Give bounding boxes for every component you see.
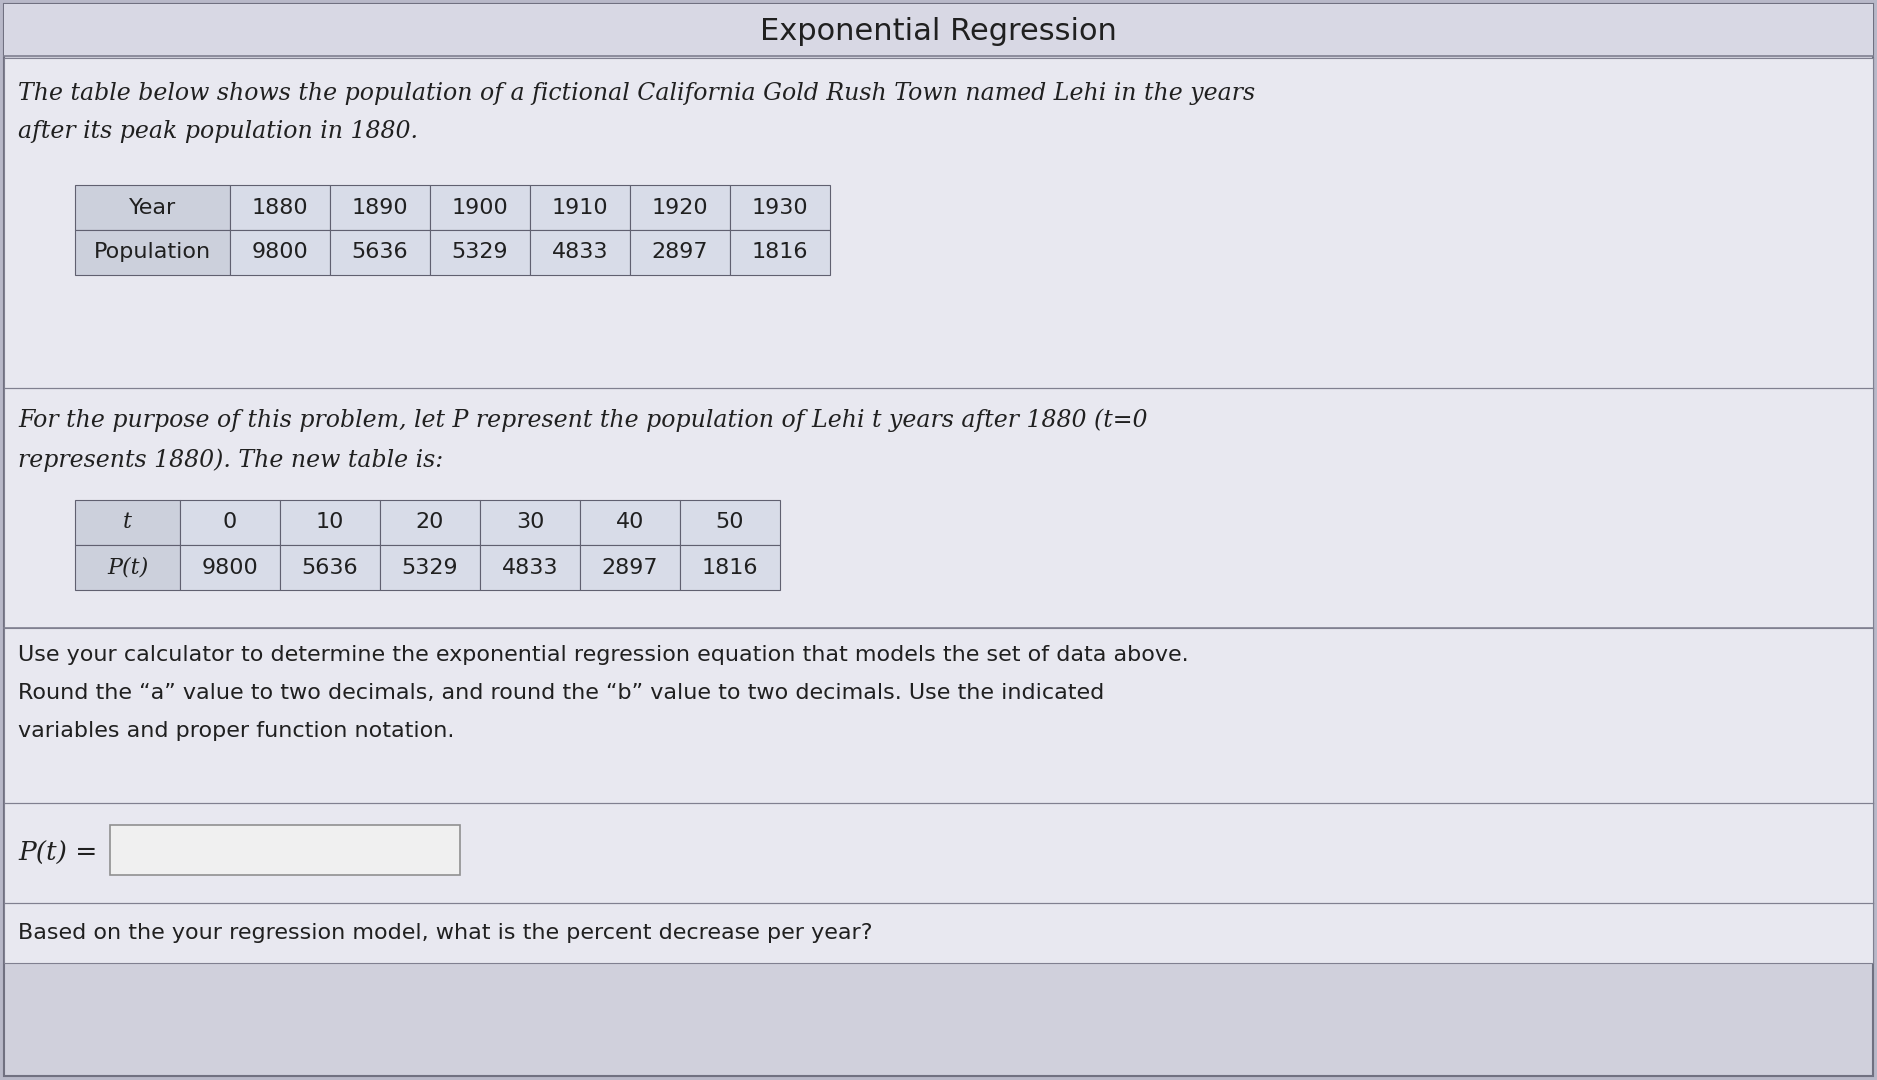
Bar [379, 500, 481, 545]
Bar [75, 545, 180, 590]
Text: 5636: 5636 [302, 557, 359, 578]
Text: 1816: 1816 [702, 557, 758, 578]
Bar [75, 230, 231, 275]
Text: 1930: 1930 [751, 198, 809, 217]
Text: 0: 0 [223, 513, 237, 532]
Text: 1816: 1816 [753, 243, 809, 262]
Text: 1910: 1910 [552, 198, 608, 217]
Text: 5329: 5329 [452, 243, 509, 262]
Text: 2897: 2897 [603, 557, 659, 578]
Bar [580, 545, 679, 590]
Text: Round the “a” value to two decimals, and round the “b” value to two decimals. Us: Round the “a” value to two decimals, and… [19, 683, 1104, 703]
Text: represents 1880). The new table is:: represents 1880). The new table is: [19, 448, 443, 472]
Text: 9800: 9800 [252, 243, 308, 262]
Bar [4, 627, 1873, 804]
Text: 4833: 4833 [552, 243, 608, 262]
Text: 1880: 1880 [252, 198, 308, 217]
Bar [111, 825, 460, 875]
Bar [4, 58, 1873, 388]
Bar [430, 185, 529, 230]
Bar [631, 230, 730, 275]
Text: 5636: 5636 [351, 243, 409, 262]
Text: after its peak population in 1880.: after its peak population in 1880. [19, 120, 419, 143]
Text: 1900: 1900 [452, 198, 509, 217]
Bar [4, 4, 1873, 56]
Bar [330, 230, 430, 275]
Bar [481, 500, 580, 545]
Bar [379, 545, 481, 590]
Text: 5329: 5329 [402, 557, 458, 578]
Text: 10: 10 [315, 513, 343, 532]
Bar [75, 500, 180, 545]
Bar [280, 545, 379, 590]
Bar [529, 185, 631, 230]
Text: P(t): P(t) [107, 556, 148, 579]
Bar [75, 185, 231, 230]
Bar [679, 545, 781, 590]
Text: 1920: 1920 [651, 198, 708, 217]
Text: P(t) =: P(t) = [19, 840, 98, 865]
Text: Based on the your regression model, what is the percent decrease per year?: Based on the your regression model, what… [19, 923, 873, 943]
Text: 20: 20 [417, 513, 445, 532]
Text: 4833: 4833 [501, 557, 557, 578]
Bar [180, 500, 280, 545]
Bar [231, 185, 330, 230]
Text: 30: 30 [516, 513, 544, 532]
Text: 9800: 9800 [201, 557, 259, 578]
Bar [730, 230, 830, 275]
Bar [529, 230, 631, 275]
Text: variables and proper function notation.: variables and proper function notation. [19, 721, 454, 741]
Bar [730, 185, 830, 230]
Text: 40: 40 [616, 513, 644, 532]
Bar [180, 545, 280, 590]
Text: Population: Population [94, 243, 210, 262]
Bar [4, 388, 1873, 627]
Bar [430, 230, 529, 275]
Text: 1890: 1890 [351, 198, 409, 217]
Bar [679, 500, 781, 545]
Bar [481, 545, 580, 590]
Bar [4, 804, 1873, 903]
Bar [631, 185, 730, 230]
Text: t: t [124, 512, 131, 534]
Text: For the purpose of this problem, let P represent the population of Lehi t years : For the purpose of this problem, let P r… [19, 408, 1147, 432]
Text: Year: Year [130, 198, 176, 217]
Bar [330, 185, 430, 230]
Text: The table below shows the population of a fictional California Gold Rush Town na: The table below shows the population of … [19, 82, 1256, 105]
Bar [580, 500, 679, 545]
Text: 50: 50 [715, 513, 745, 532]
Bar [4, 903, 1873, 963]
Text: Exponential Regression: Exponential Regression [760, 16, 1117, 45]
Bar [280, 500, 379, 545]
Bar [231, 230, 330, 275]
Text: Use your calculator to determine the exponential regression equation that models: Use your calculator to determine the exp… [19, 645, 1188, 665]
Text: 2897: 2897 [651, 243, 708, 262]
